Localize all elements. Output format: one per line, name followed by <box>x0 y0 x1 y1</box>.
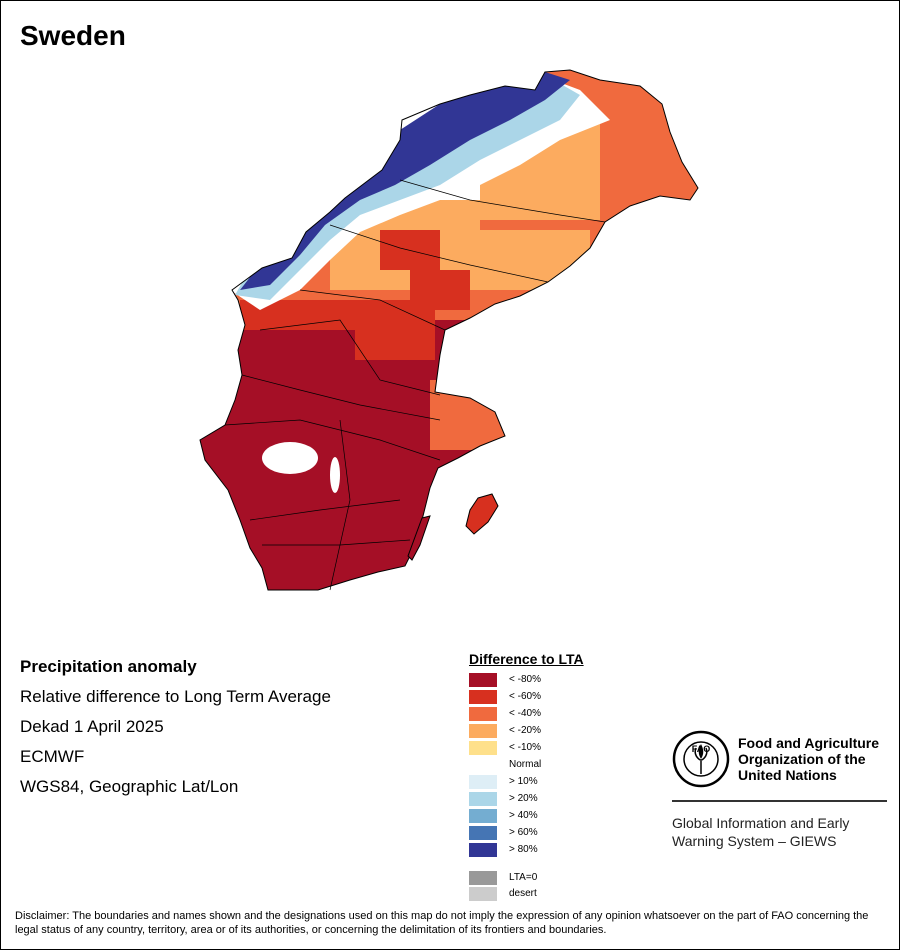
giews-line1: Global Information and Early <box>672 815 850 831</box>
fao-name-line2: Organization of the <box>738 751 866 767</box>
info-line-period: Dekad 1 April 2025 <box>20 717 164 736</box>
legend-label: LTA=0 <box>509 872 538 883</box>
legend-label: < -60% <box>509 691 541 702</box>
island-gotland <box>465 493 499 535</box>
legend-item: desert <box>469 887 537 901</box>
legend-swatch <box>469 843 497 857</box>
legend-label: > 80% <box>509 844 538 855</box>
legend-item: < -20% <box>469 724 541 738</box>
zone-mountains-light <box>235 75 580 300</box>
legend-swatch <box>469 887 497 901</box>
giews-name: Global Information and Early Warning Sys… <box>672 814 849 850</box>
fao-name-line1: Food and Agriculture <box>738 735 880 751</box>
sweden-outline <box>199 69 699 591</box>
legend-item: < -10% <box>469 741 541 755</box>
zone-south-dry <box>200 300 698 590</box>
legend-swatch <box>469 724 497 738</box>
legend-item: > 60% <box>469 826 538 840</box>
admin-boundaries <box>224 179 606 591</box>
legend-label: > 10% <box>509 776 538 787</box>
legend-title: Difference to LTA <box>469 651 584 667</box>
info-line-projection: WGS84, Geographic Lat/Lon <box>20 777 239 796</box>
org-divider <box>672 800 887 802</box>
legend-item: > 40% <box>469 809 538 823</box>
legend-swatch <box>469 809 497 823</box>
fao-logo: FAO <box>672 730 730 788</box>
sweden-anomaly-map <box>199 69 699 591</box>
legend-label: > 60% <box>509 827 538 838</box>
legend-label: < -80% <box>509 674 541 685</box>
disclaimer: Disclaimer: The boundaries and names sho… <box>15 910 869 936</box>
legend-label: < -10% <box>509 742 541 753</box>
info-heading: Precipitation anomaly <box>20 657 197 676</box>
legend-swatch <box>469 707 497 721</box>
legend-swatch <box>469 673 497 687</box>
legend-item: < -60% <box>469 690 541 704</box>
legend-item: < -80% <box>469 673 541 687</box>
lake-vattern <box>330 457 340 493</box>
legend-label: desert <box>509 888 537 899</box>
legend-item: > 10% <box>469 775 538 789</box>
legend-swatch <box>469 690 497 704</box>
zone-east-coast <box>430 380 520 450</box>
zone-mountains-blue <box>240 72 570 290</box>
lake-vanern <box>262 442 318 474</box>
giews-line2: Warning System – GIEWS <box>672 833 837 849</box>
legend-swatch <box>469 775 497 789</box>
legend-label: > 40% <box>509 810 538 821</box>
legend-item: Normal <box>469 758 541 772</box>
legend-label: Normal <box>509 759 542 770</box>
island-oland <box>407 515 431 561</box>
legend-swatch <box>469 826 497 840</box>
legend-swatch <box>469 741 497 755</box>
zone-red-patch-2 <box>410 270 470 310</box>
legend-swatch <box>469 758 497 772</box>
legend-label: < -20% <box>509 725 541 736</box>
legend-item: > 80% <box>469 843 538 857</box>
legend-swatch <box>469 792 497 806</box>
legend-label: > 20% <box>509 793 538 804</box>
legend-item: < -40% <box>469 707 541 721</box>
legend-item: > 20% <box>469 792 538 806</box>
legend-swatch <box>469 871 497 885</box>
map-title: Sweden <box>20 20 126 51</box>
fao-logo-text: FAO <box>692 744 711 754</box>
legend: Difference to LTA < -80% < -60% < -40% < -2… <box>469 651 629 901</box>
legend-label: < -40% <box>509 708 541 719</box>
zone-red-patch-1 <box>380 230 440 270</box>
info-line-reference: Relative difference to Long Term Average <box>20 687 331 706</box>
fao-name: Food and Agriculture Organization of the… <box>738 735 879 783</box>
info-line-source: ECMWF <box>20 747 85 766</box>
fao-name-line3: United Nations <box>738 767 837 783</box>
map-info-block: Precipitation anomaly Relative differenc… <box>20 656 331 806</box>
legend-item: LTA=0 <box>469 871 537 885</box>
